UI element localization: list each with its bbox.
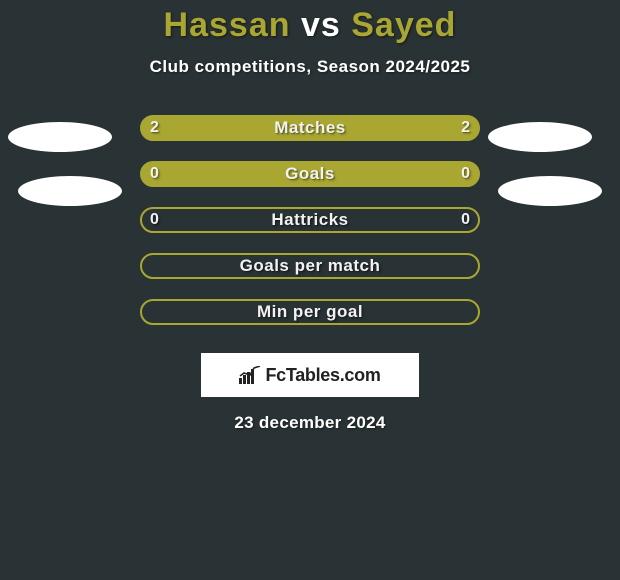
stat-label: Goals	[140, 161, 480, 187]
vs-label: vs	[301, 6, 341, 44]
stat-value-right: 0	[461, 207, 470, 233]
player2-name: Sayed	[351, 6, 456, 44]
logo-text: FcTables.com	[265, 365, 380, 386]
stat-label: Goals per match	[140, 253, 480, 279]
chart-icon	[239, 366, 261, 384]
stat-row: Goals per match	[0, 253, 620, 299]
player1-name: Hassan	[164, 6, 291, 44]
stat-row: 0Hattricks0	[0, 207, 620, 253]
comparison-title: Hassan vs Sayed	[0, 0, 620, 45]
subtitle: Club competitions, Season 2024/2025	[0, 57, 620, 77]
date-label: 23 december 2024	[0, 413, 620, 433]
stat-label: Matches	[140, 115, 480, 141]
stat-row: 2Matches2	[0, 115, 620, 161]
logo-box: FcTables.com	[201, 353, 419, 397]
stat-row: Min per goal	[0, 299, 620, 345]
stats-rows: 2Matches20Goals00Hattricks0Goals per mat…	[0, 115, 620, 345]
stat-row: 0Goals0	[0, 161, 620, 207]
stat-label: Hattricks	[140, 207, 480, 233]
stat-value-right: 0	[461, 161, 470, 187]
stat-label: Min per goal	[140, 299, 480, 325]
logo: FcTables.com	[239, 365, 380, 386]
stat-value-right: 2	[461, 115, 470, 141]
